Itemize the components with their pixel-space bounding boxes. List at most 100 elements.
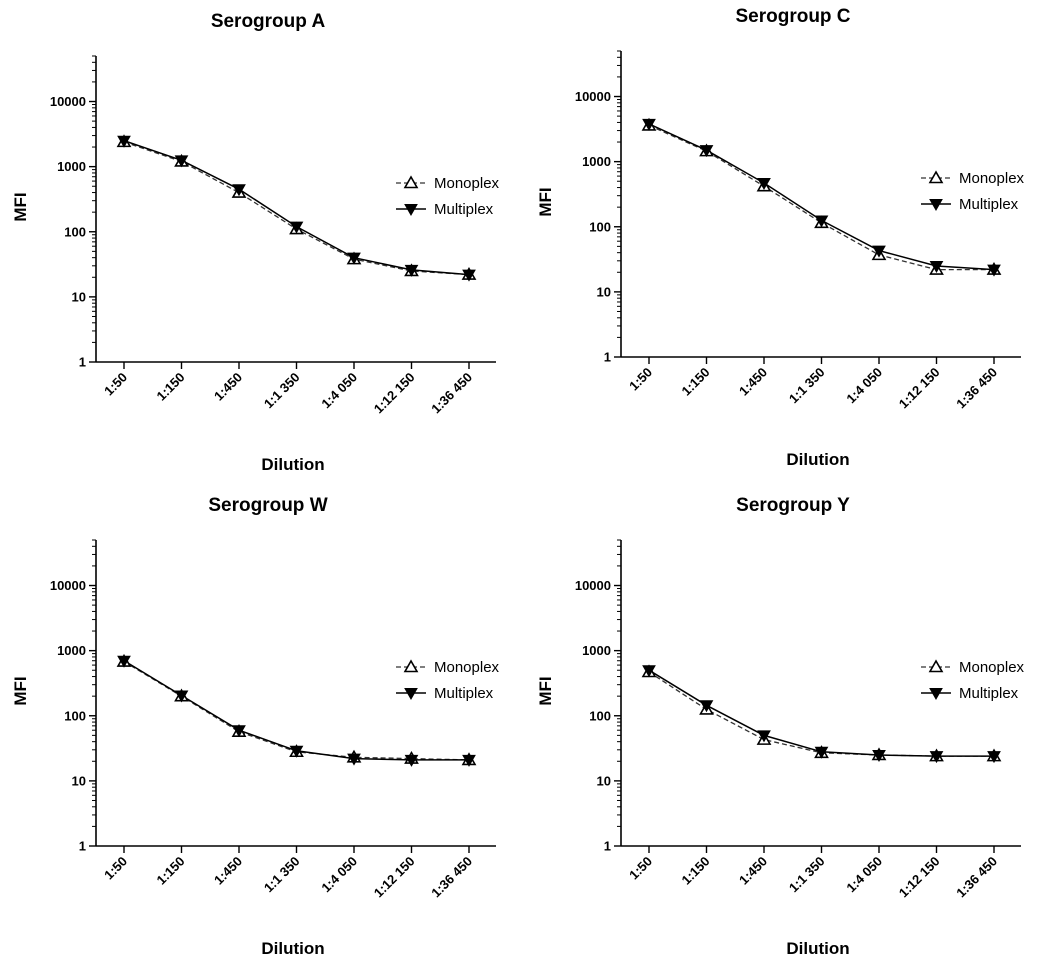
x-tick-label: 1:12 150 (896, 854, 943, 901)
x-axis-label: Dilution (261, 939, 324, 958)
x-tick-label: 1:36 450 (953, 365, 1000, 412)
x-tick-label: 1:50 (101, 370, 130, 399)
x-tick-label: 1:150 (154, 370, 188, 404)
chart-panel-1: Serogroup A 1 10 100 1000 10000 1:50 1:150 1:450… (11, 11, 500, 474)
multiplex-point (462, 754, 476, 767)
x-tick-label: 1:1 350 (261, 854, 303, 896)
y-tick-label: 100 (64, 224, 86, 239)
multiplex-point (347, 252, 361, 265)
y-tick-label: 10 (72, 289, 86, 304)
legend-monoplex-marker (403, 175, 419, 189)
y-axis-label: MFI (536, 187, 555, 216)
multiplex-point (757, 730, 771, 743)
x-axis-label: Dilution (261, 455, 324, 474)
chart-title: Serogroup C (735, 6, 850, 27)
x-tick-label: 1:450 (211, 854, 245, 888)
multiplex-point (462, 269, 476, 282)
x-tick-label: 1:36 450 (953, 854, 1000, 901)
x-tick-label: 1:150 (154, 854, 188, 888)
multiplex-point (174, 690, 189, 703)
y-tick-label: 10000 (50, 578, 86, 593)
y-tick-label: 1000 (57, 643, 86, 658)
multiplex-point (174, 155, 189, 168)
x-tick-label: 1:12 150 (896, 365, 943, 412)
legend-monoplex-marker (403, 659, 419, 673)
x-tick-label: 1:150 (679, 365, 713, 399)
y-axis-label: MFI (536, 676, 555, 705)
multiplex-point (987, 264, 1001, 277)
legend-label: Multiplex (434, 685, 494, 702)
y-tick-label: 10000 (575, 89, 611, 104)
multiplex-point (289, 221, 304, 234)
multiplex-point (117, 655, 131, 668)
multiplex-point (117, 135, 131, 148)
legend-label: Multiplex (434, 201, 494, 218)
y-tick-label: 10 (597, 773, 611, 788)
legend-label: Monoplex (434, 175, 500, 192)
multiplex-point (404, 754, 419, 767)
y-tick-label: 10000 (575, 578, 611, 593)
x-tick-label: 1:36 450 (428, 854, 475, 901)
x-tick-label: 1:450 (211, 370, 245, 404)
x-tick-label: 1:12 150 (371, 370, 418, 417)
legend-multiplex-marker (404, 204, 418, 217)
multiplex-point (814, 746, 829, 759)
multiplex-point (642, 665, 656, 678)
y-tick-label: 100 (589, 219, 611, 234)
x-tick-label: 1:4 050 (318, 370, 360, 412)
y-axis-label: MFI (11, 676, 30, 705)
y-tick-label: 100 (589, 708, 611, 723)
multiplex-point (232, 725, 246, 738)
multiplex-line (123, 139, 470, 276)
x-tick-label: 1:50 (101, 854, 130, 883)
x-tick-label: 1:450 (736, 854, 770, 888)
y-tick-label: 10 (597, 284, 611, 299)
multiplex-point (404, 264, 419, 277)
legend-label: Monoplex (959, 659, 1025, 676)
multiplex-point (232, 184, 246, 197)
x-axis-label: Dilution (786, 450, 849, 469)
y-tick-label: 10000 (50, 94, 86, 109)
x-tick-label: 1:1 350 (786, 365, 828, 407)
y-tick-label: 1 (604, 839, 611, 854)
chart-panel-4: Serogroup Y 1 10 100 1000 10000 1:50 1:150 1:450… (536, 495, 1025, 958)
legend-label: Multiplex (959, 685, 1019, 702)
chart-title: Serogroup A (211, 11, 326, 32)
multiplex-point (872, 245, 886, 258)
chart-panel-2: Serogroup C 1 10 100 1000 10000 1:50 1:150 1:450… (536, 6, 1025, 469)
x-tick-label: 1:1 350 (786, 854, 828, 896)
multiplex-point (757, 177, 771, 190)
legend-monoplex-marker (928, 659, 944, 673)
legend-monoplex-marker (928, 170, 944, 184)
y-tick-label: 1000 (582, 154, 611, 169)
x-tick-label: 1:12 150 (371, 854, 418, 901)
y-tick-label: 1000 (57, 159, 86, 174)
legend-multiplex-marker (929, 688, 943, 701)
chart-title: Serogroup W (208, 495, 327, 516)
multiplex-point (929, 751, 944, 764)
x-tick-label: 1:150 (679, 854, 713, 888)
multiplex-point (699, 700, 714, 713)
x-tick-label: 1:4 050 (318, 854, 360, 896)
legend-label: Monoplex (434, 659, 500, 676)
y-tick-label: 1 (79, 839, 86, 854)
x-axis-label: Dilution (786, 939, 849, 958)
multiplex-point (872, 749, 886, 762)
x-tick-label: 1:450 (736, 365, 770, 399)
y-axis-label: MFI (11, 192, 30, 221)
multiplex-point (929, 260, 944, 273)
multiplex-point (642, 118, 656, 131)
x-tick-label: 1:4 050 (843, 365, 885, 407)
y-tick-label: 100 (64, 708, 86, 723)
x-tick-label: 1:4 050 (843, 854, 885, 896)
legend-label: Multiplex (959, 196, 1019, 213)
x-tick-label: 1:1 350 (261, 370, 303, 412)
legend-multiplex-marker (404, 688, 418, 701)
y-tick-label: 1000 (582, 643, 611, 658)
y-tick-label: 1 (79, 355, 86, 370)
multiplex-point (347, 753, 361, 766)
x-tick-label: 1:50 (626, 365, 655, 394)
legend-multiplex-marker (929, 199, 943, 212)
legend-label: Monoplex (959, 170, 1025, 187)
